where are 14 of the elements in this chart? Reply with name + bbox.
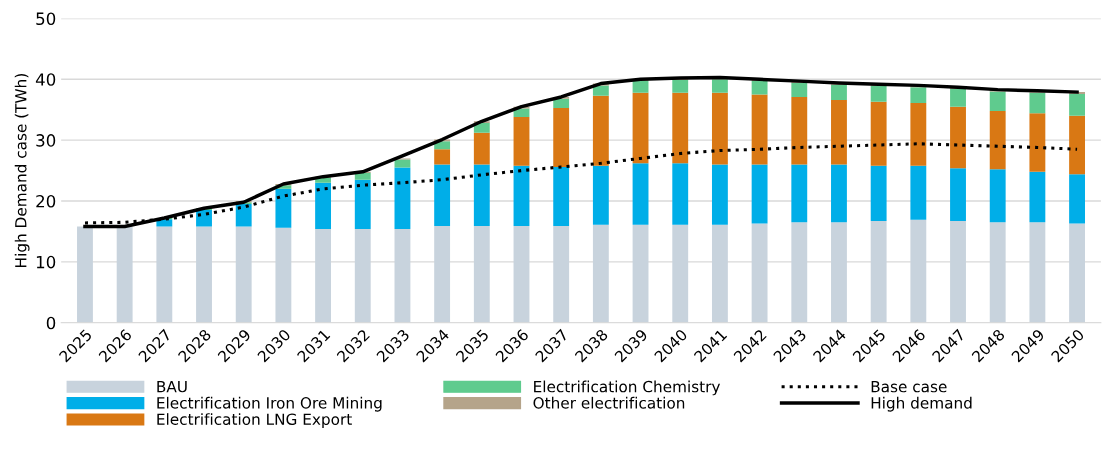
legend-label: Other electrification — [533, 396, 685, 409]
legend-label: Electrification Iron Ore Mining — [157, 396, 382, 412]
y-tick-label: 20 — [36, 194, 56, 208]
y-tick-label: 30 — [36, 134, 56, 147]
y-tick-label: 0 — [46, 316, 56, 330]
legend-label: High demand — [871, 396, 972, 412]
y-tick-label: 40 — [35, 73, 56, 86]
legend-label: Base case — [871, 381, 947, 393]
y-tick-label: 10 — [36, 255, 56, 269]
y-axis-title: High Demand case (TWh) — [14, 74, 30, 267]
y-tick-label: 50 — [36, 12, 56, 26]
legend-label: Electrification LNG Export — [157, 413, 352, 428]
legend-label: BAU — [157, 381, 187, 393]
legend-label: Electrification Chemistry — [534, 380, 721, 396]
